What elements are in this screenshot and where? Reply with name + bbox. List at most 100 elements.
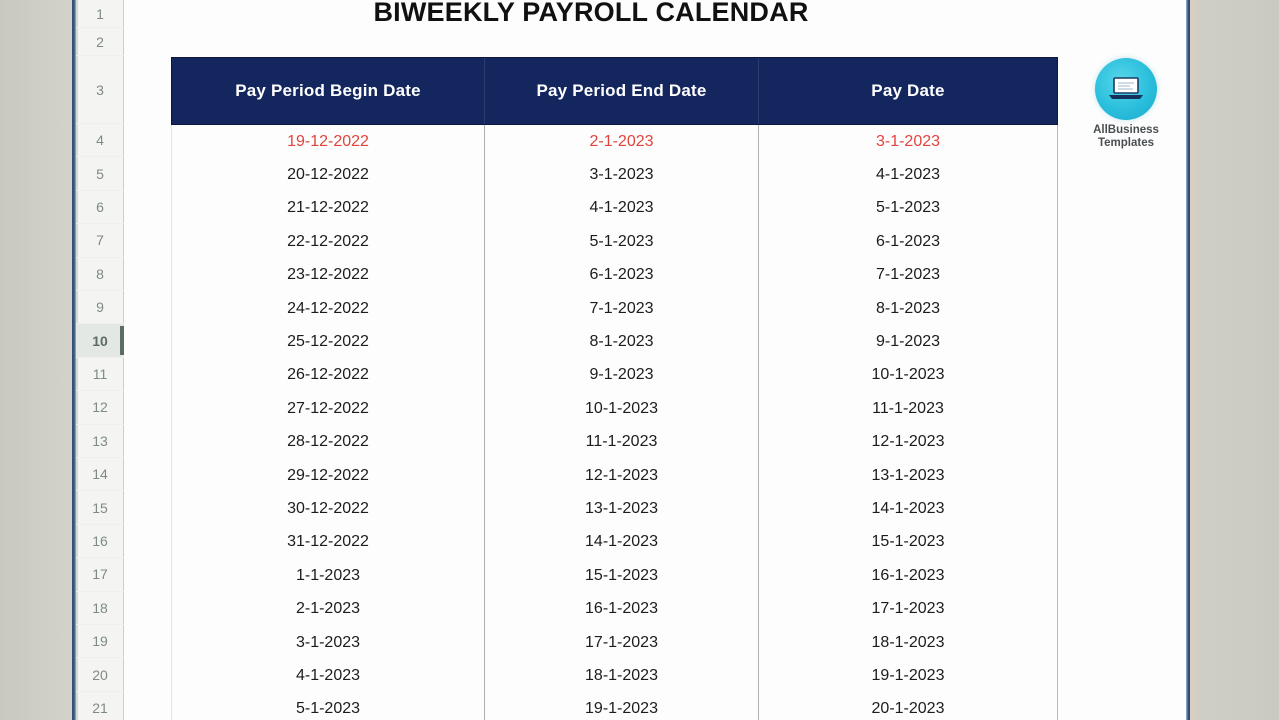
row-number-gutter[interactable]: 1 2 3 4 5 6 7 8 9 10 11 12 13 14 15 16 17 18 19 20 21 [76,0,124,720]
table-row[interactable]: 30-12-2022 13-1-2023 14-1-2023 [172,492,1057,526]
row-header-6[interactable]: 6 [76,191,124,225]
cell-pay-period-end-date[interactable]: 6-1-2023 [485,258,759,292]
cell-pay-period-end-date[interactable]: 15-1-2023 [485,559,759,593]
row-header-2[interactable]: 2 [76,28,124,56]
table-row[interactable]: 24-12-2022 7-1-2023 8-1-2023 [172,291,1057,326]
cell-pay-period-begin-date[interactable]: 26-12-2022 [172,358,485,393]
cell-pay-date[interactable]: 7-1-2023 [875,266,941,284]
cell-pay-date[interactable]: 10-1-2023 [871,366,945,384]
table-row[interactable]: 31-12-2022 14-1-2023 15-1-2023 [172,525,1057,560]
cell-pay-period-end-date[interactable]: 7-1-2023 [485,291,759,326]
column-header-pay-date[interactable]: Pay Date [871,81,945,100]
cell-pay-period-end-date[interactable]: 3-1-2023 [485,158,759,192]
cell-pay-period-begin-date[interactable]: 2-1-2023 [172,592,485,626]
cell-pay-date[interactable]: 18-1-2023 [871,633,945,651]
logo-label-line1: AllBusiness [1093,124,1159,136]
cell-pay-date[interactable]: 11-1-2023 [872,399,944,417]
cell-pay-date[interactable]: 16-1-2023 [871,566,945,584]
cell-pay-period-begin-date[interactable]: 30-12-2022 [172,492,485,526]
cell-pay-date[interactable]: 8-1-2023 [875,299,941,317]
table-row[interactable]: 27-12-2022 10-1-2023 11-1-2023 [172,392,1057,426]
table-row[interactable]: 23-12-2022 6-1-2023 7-1-2023 [172,258,1057,292]
cell-pay-period-begin-date[interactable]: 1-1-2023 [172,559,485,593]
cell-pay-date[interactable]: 13-1-2023 [871,466,945,484]
cell-pay-date[interactable]: 17-1-2023 [871,600,945,618]
table-row[interactable]: 21-12-2022 4-1-2023 5-1-2023 [172,191,1057,226]
cell-pay-period-begin-date[interactable]: 5-1-2023 [172,692,485,720]
cell-pay-period-begin-date[interactable]: 27-12-2022 [172,392,485,426]
cell-pay-period-begin-date[interactable]: 28-12-2022 [172,425,485,459]
cell-pay-period-begin-date[interactable]: 24-12-2022 [172,291,485,326]
row-header-14[interactable]: 14 [76,458,124,492]
cell-pay-date[interactable]: 20-1-2023 [871,700,945,718]
table-row[interactable]: 3-1-2023 17-1-2023 18-1-2023 [172,625,1057,660]
cell-pay-period-end-date[interactable]: 12-1-2023 [485,458,759,493]
cell-pay-period-end-date[interactable]: 16-1-2023 [485,592,759,626]
table-header-row: Pay Period Begin Date Pay Period End Dat… [171,57,1058,125]
table-row[interactable]: 20-12-2022 3-1-2023 4-1-2023 [172,158,1057,192]
table-row[interactable]: 1-1-2023 15-1-2023 16-1-2023 [172,559,1057,593]
cell-pay-period-begin-date[interactable]: 31-12-2022 [172,525,485,560]
cell-pay-period-begin-date[interactable]: 3-1-2023 [172,625,485,660]
cell-pay-period-begin-date[interactable]: 29-12-2022 [172,458,485,493]
row-header-1[interactable]: 1 [76,0,124,28]
cell-pay-period-end-date[interactable]: 10-1-2023 [485,392,759,426]
row-header-8[interactable]: 8 [76,258,124,291]
cell-pay-date[interactable]: 6-1-2023 [875,232,941,250]
cell-pay-period-end-date[interactable]: 19-1-2023 [485,692,759,720]
cell-pay-date[interactable]: 19-1-2023 [871,666,945,684]
cell-pay-date[interactable]: 4-1-2023 [875,166,941,184]
row-header-9[interactable]: 9 [76,291,124,325]
row-header-18[interactable]: 18 [76,592,124,625]
row-header-19[interactable]: 19 [76,625,124,659]
cell-pay-period-end-date[interactable]: 14-1-2023 [485,525,759,560]
table-row[interactable]: 5-1-2023 19-1-2023 20-1-2023 [172,692,1057,720]
row-header-20[interactable]: 20 [76,658,124,692]
cell-pay-period-begin-date[interactable]: 22-12-2022 [172,225,485,259]
row-header-10[interactable]: 10 [76,324,124,358]
row-header-16[interactable]: 16 [76,525,124,559]
cell-pay-date[interactable]: 9-1-2023 [875,333,941,351]
cell-pay-period-end-date[interactable]: 11-1-2023 [485,425,759,459]
cell-pay-period-begin-date[interactable]: 25-12-2022 [172,325,485,359]
row-header-11[interactable]: 11 [76,358,124,392]
table-row[interactable]: 19-12-2022 2-1-2023 3-1-2023 [172,125,1057,159]
row-header-7[interactable]: 7 [76,224,124,258]
table-row[interactable]: 22-12-2022 5-1-2023 6-1-2023 [172,225,1057,259]
table-row[interactable]: 25-12-2022 8-1-2023 9-1-2023 [172,325,1057,359]
cell-pay-period-end-date[interactable]: 17-1-2023 [485,625,759,660]
cell-pay-period-begin-date[interactable]: 21-12-2022 [172,191,485,226]
cell-pay-period-end-date[interactable]: 5-1-2023 [485,225,759,259]
cell-pay-date[interactable]: 5-1-2023 [875,199,941,217]
cell-pay-date[interactable]: 3-1-2023 [875,132,941,150]
cell-pay-period-end-date[interactable]: 13-1-2023 [485,492,759,526]
cell-pay-period-begin-date[interactable]: 4-1-2023 [172,659,485,693]
cell-pay-period-end-date[interactable]: 18-1-2023 [485,659,759,693]
table-row[interactable]: 2-1-2023 16-1-2023 17-1-2023 [172,592,1057,626]
row-header-5[interactable]: 5 [76,157,124,191]
cell-pay-period-end-date[interactable]: 4-1-2023 [485,191,759,226]
column-header-pay-period-end-date[interactable]: Pay Period End Date [485,58,759,124]
row-header-12[interactable]: 12 [76,391,124,425]
cell-pay-date[interactable]: 14-1-2023 [871,499,945,517]
cell-pay-date[interactable]: 15-1-2023 [871,533,945,551]
table-row[interactable]: 4-1-2023 18-1-2023 19-1-2023 [172,659,1057,693]
row-header-17[interactable]: 17 [76,558,124,592]
row-header-15[interactable]: 15 [76,491,124,525]
table-row[interactable]: 28-12-2022 11-1-2023 12-1-2023 [172,425,1057,459]
table-row[interactable]: 29-12-2022 12-1-2023 13-1-2023 [172,458,1057,493]
table-row[interactable]: 26-12-2022 9-1-2023 10-1-2023 [172,358,1057,393]
row-header-21[interactable]: 21 [76,692,124,720]
row-header-3[interactable]: 3 [76,56,124,124]
cell-pay-date[interactable]: 12-1-2023 [871,433,945,451]
cell-pay-period-begin-date[interactable]: 20-12-2022 [172,158,485,192]
cell-pay-period-end-date[interactable]: 9-1-2023 [485,358,759,393]
cell-pay-period-begin-date[interactable]: 19-12-2022 [172,125,485,159]
row-header-4[interactable]: 4 [76,124,124,158]
column-header-pay-period-begin-date[interactable]: Pay Period Begin Date [172,58,485,124]
cell-pay-period-end-date[interactable]: 8-1-2023 [485,325,759,359]
cell-pay-period-end-date[interactable]: 2-1-2023 [485,125,759,159]
cell-pay-period-begin-date[interactable]: 23-12-2022 [172,258,485,292]
row-header-13[interactable]: 13 [76,425,124,458]
